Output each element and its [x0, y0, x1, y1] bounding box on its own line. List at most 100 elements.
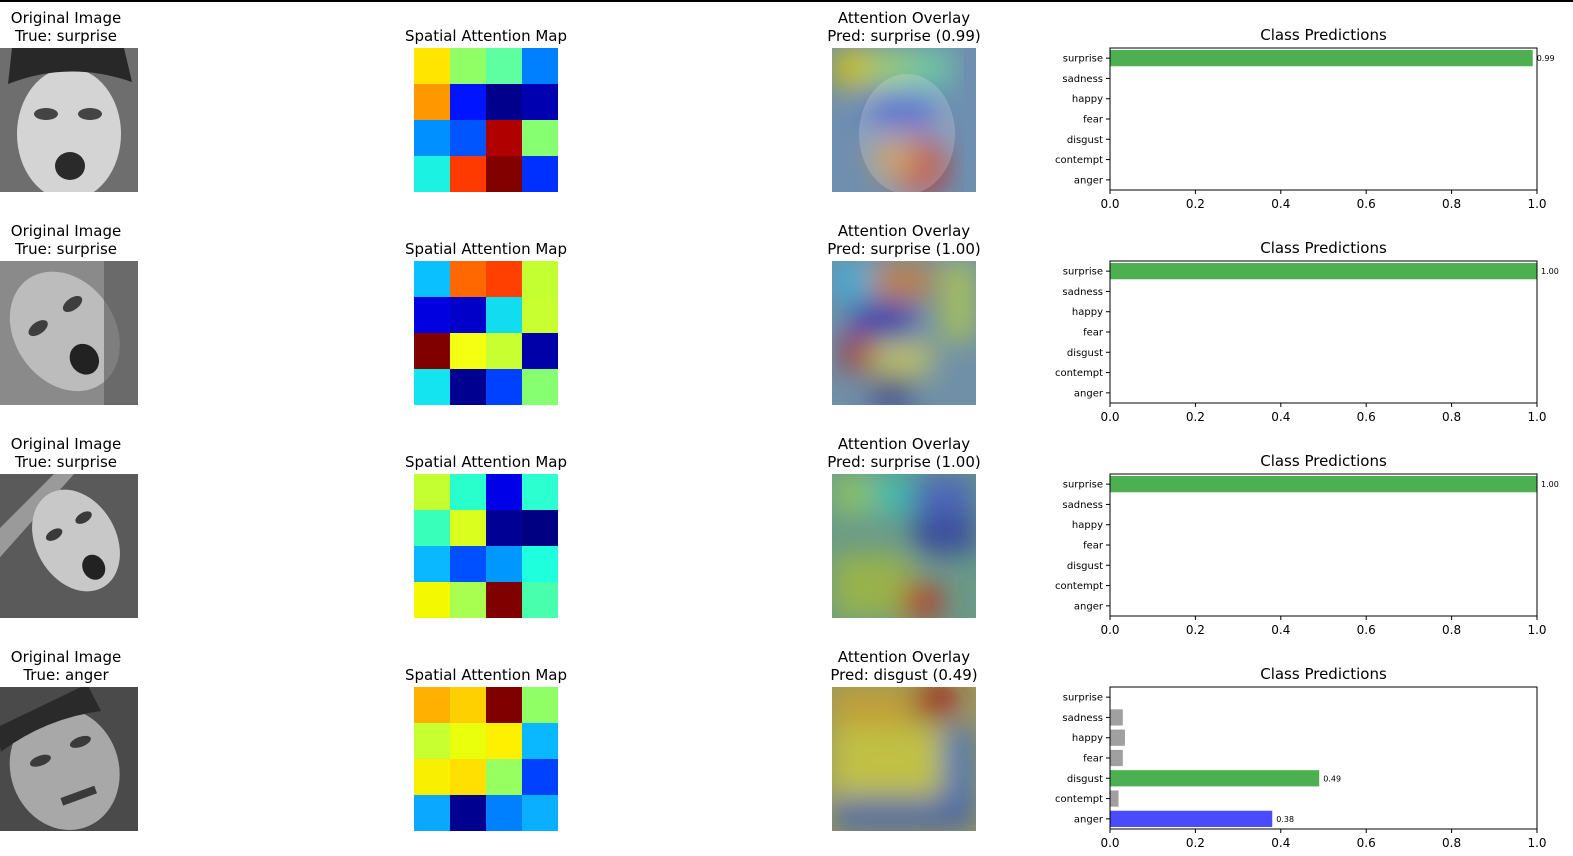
original-title-line1: Original Image [10, 9, 122, 27]
attention-cell [450, 297, 486, 333]
x-tick-label: 0.0 [1100, 410, 1119, 424]
x-tick-label: 0.8 [1442, 197, 1461, 211]
original-title: Original Image True: surprise [0, 9, 166, 45]
pred-label: Pred: surprise (1.00) [827, 453, 981, 471]
attention-cell [522, 474, 558, 510]
attention-cell [414, 48, 450, 84]
attention-cell [522, 48, 558, 84]
attention-cell [450, 795, 486, 831]
attention-cell [486, 795, 522, 831]
x-tick-label: 0.4 [1271, 836, 1290, 850]
attention-map [414, 687, 558, 831]
y-tick-label: happy [1072, 94, 1103, 105]
bar-contempt [1110, 790, 1119, 807]
original-title-line1: Original Image [10, 435, 122, 453]
y-tick-label: anger [1074, 388, 1104, 399]
y-tick-label: surprise [1063, 480, 1103, 491]
overlay-title-line1: Attention Overlay [837, 435, 971, 453]
overlay-title: Attention Overlay Pred: surprise (0.99) [804, 9, 1004, 45]
true-label: True: surprise [14, 240, 118, 258]
pred-label: Pred: disgust (0.49) [830, 666, 978, 684]
attention-cell [486, 84, 522, 120]
overlay-photo [832, 48, 976, 192]
attention-cell [414, 369, 450, 405]
attention-cell [486, 48, 522, 84]
attention-cell [450, 510, 486, 546]
x-tick-label: 0.6 [1357, 836, 1376, 850]
original-image [0, 261, 138, 405]
attention-cell [450, 261, 486, 297]
class-predictions-chart: Class Predictions surprise 1.00 sadness happ… [1040, 213, 1573, 443]
x-tick-label: 1.0 [1527, 197, 1546, 211]
attention-cell [450, 582, 486, 618]
x-tick-label: 0.2 [1186, 836, 1205, 850]
chart-title: Class Predictions [1260, 452, 1387, 470]
data-label: 1.00 [1541, 480, 1559, 489]
x-tick-label: 0.0 [1100, 836, 1119, 850]
bar-happy [1110, 729, 1125, 746]
y-tick-label: surprise [1063, 267, 1103, 278]
attention-map [414, 48, 558, 192]
x-tick-label: 0.6 [1357, 410, 1376, 424]
attention-overlay [832, 48, 976, 192]
overlay-photo [832, 261, 976, 405]
top-border [0, 0, 1573, 2]
original-image [0, 48, 138, 192]
plot-frame [1109, 473, 1538, 617]
y-tick-label: disgust [1067, 561, 1103, 572]
attention-cell [486, 261, 522, 297]
attention-cell [450, 687, 486, 723]
attention-cell [522, 156, 558, 192]
attention-map [414, 261, 558, 405]
attention-cell [450, 48, 486, 84]
overlay-title: Attention Overlay Pred: surprise (1.00) [804, 435, 1004, 471]
y-tick-label: contempt [1055, 155, 1103, 166]
x-tick-label: 0.8 [1442, 623, 1461, 637]
original-image [0, 474, 138, 618]
attention-cell [450, 546, 486, 582]
bar-surprise [1110, 476, 1537, 493]
attention-cell [486, 120, 522, 156]
x-tick-label: 0.2 [1186, 623, 1205, 637]
bar-surprise [1110, 50, 1533, 67]
attention-cell [486, 333, 522, 369]
attention-cell [522, 546, 558, 582]
attention-grid [414, 261, 558, 405]
y-tick-label: fear [1083, 115, 1104, 126]
plot-frame [1109, 47, 1538, 191]
attention-cell [414, 297, 450, 333]
original-image [0, 687, 138, 831]
attention-cell [450, 759, 486, 795]
y-tick-label: happy [1072, 307, 1103, 318]
attention-cell [414, 723, 450, 759]
x-tick-label: 1.0 [1527, 836, 1546, 850]
attention-cell [486, 759, 522, 795]
overlay-title: Attention Overlay Pred: surprise (1.00) [804, 222, 1004, 258]
data-label: 0.49 [1323, 774, 1341, 783]
attention-grid [414, 474, 558, 618]
original-title: Original Image True: anger [0, 648, 166, 684]
attention-overlay [832, 261, 976, 405]
attention-cell [450, 120, 486, 156]
y-tick-label: anger [1074, 814, 1104, 825]
y-tick-label: fear [1083, 328, 1104, 339]
y-tick-label: happy [1072, 733, 1103, 744]
pred-label: Pred: surprise (0.99) [827, 27, 981, 45]
attention-map-title: Spatial Attention Map [386, 240, 586, 258]
attention-cell [486, 687, 522, 723]
sample-row-3: Original Image True: surprise Spatial At… [0, 426, 1573, 656]
x-tick-label: 0.6 [1357, 197, 1376, 211]
bar-sadness [1110, 709, 1123, 726]
y-tick-label: sadness [1062, 500, 1103, 511]
class-predictions-chart: Class Predictions surprise 1.00 sadness happ… [1040, 426, 1573, 656]
class-predictions-chart: Class Predictions surprise 0.99 sadness happ… [1040, 0, 1573, 230]
bar-chart-svg: Class Predictions surprise 0.99 sadness happ… [1055, 26, 1555, 230]
attention-map [414, 474, 558, 618]
x-tick-label: 0.8 [1442, 410, 1461, 424]
attention-cell [414, 687, 450, 723]
attention-cell [486, 369, 522, 405]
attention-overlay [832, 687, 976, 831]
attention-cell [414, 156, 450, 192]
y-tick-label: disgust [1067, 135, 1103, 146]
attention-cell [486, 546, 522, 582]
